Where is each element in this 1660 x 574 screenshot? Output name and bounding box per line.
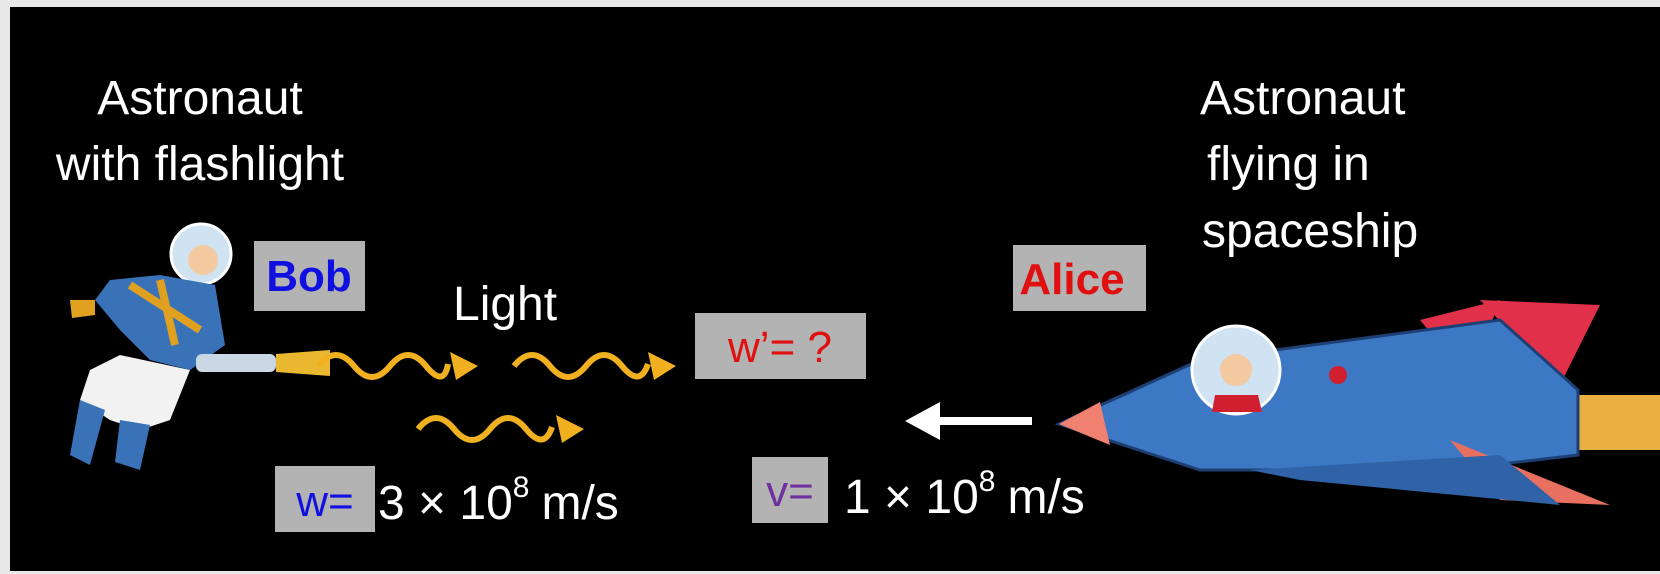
unknown-speed: w’= ? bbox=[727, 323, 832, 372]
exponent: 8 bbox=[513, 471, 530, 504]
caption-line: Astronaut bbox=[1200, 72, 1405, 125]
caption-line: Astronaut bbox=[97, 72, 302, 125]
ship-speed-symbol: v= bbox=[766, 467, 814, 516]
flashlight bbox=[196, 354, 276, 372]
light-label: Light bbox=[453, 278, 557, 331]
diagram: Astronaut with flashlight Astronaut flyi… bbox=[0, 0, 1660, 574]
bob-label: Bob bbox=[266, 252, 352, 301]
mantissa: 3 × 10 bbox=[378, 477, 513, 530]
unit: m/s bbox=[1007, 471, 1084, 524]
mantissa: 1 × 10 bbox=[844, 471, 979, 524]
ship-speed-value: 1 × 108 m/s bbox=[844, 465, 1085, 524]
light-speed-symbol: w= bbox=[295, 477, 353, 526]
light-speed-value: 3 × 108 m/s bbox=[378, 471, 619, 530]
unit: m/s bbox=[541, 477, 618, 530]
caption-line: flying in bbox=[1207, 138, 1370, 191]
caption-line: spaceship bbox=[1202, 205, 1418, 258]
caption-line: with flashlight bbox=[55, 138, 344, 191]
alice-label: Alice bbox=[1019, 255, 1124, 304]
exponent: 8 bbox=[979, 465, 996, 498]
